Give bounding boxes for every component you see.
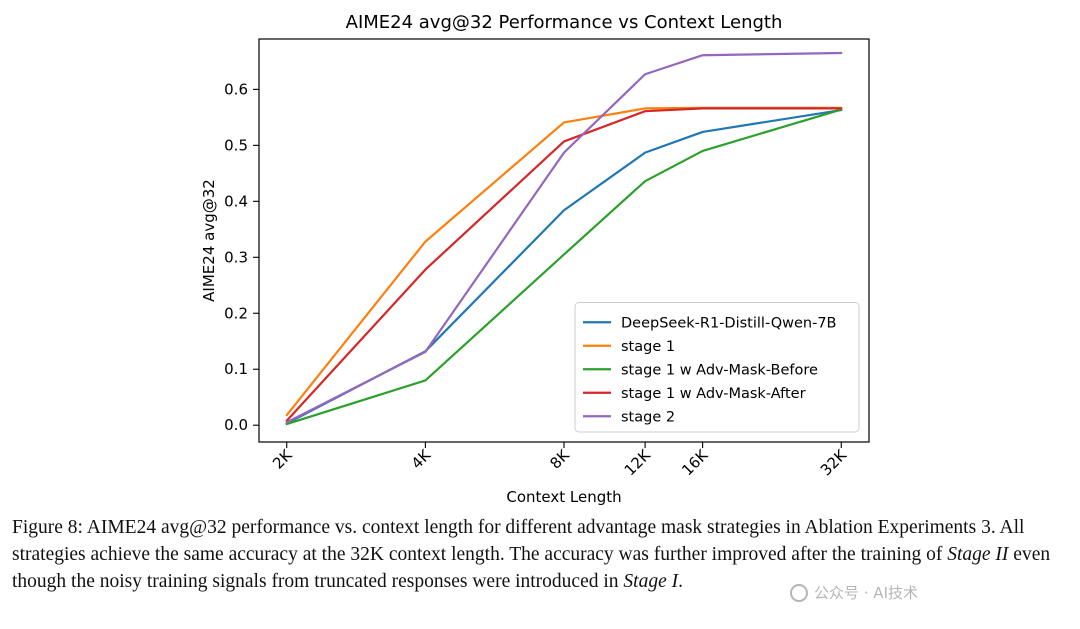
x-axis-label: Context Length — [506, 488, 621, 506]
y-tick-label: 0.6 — [224, 80, 248, 98]
legend-label-5: stage 2 — [621, 409, 675, 425]
x-tick-label: 32K — [817, 445, 851, 479]
y-tick-label: 0.4 — [224, 192, 248, 210]
y-tick-label: 0.1 — [224, 360, 248, 378]
y-tick-label: 0.5 — [224, 136, 248, 154]
legend-label-1: DeepSeek-R1-Distill-Qwen-7B — [621, 315, 837, 331]
x-tick-label: 12K — [621, 445, 655, 479]
series-line-3 — [285, 108, 843, 426]
legend-box — [574, 302, 860, 433]
caption-text-part-3: . — [678, 571, 683, 592]
caption-text-part-2: even though the noisy training signals f… — [12, 544, 1051, 592]
caption-stage-1: Stage I — [623, 571, 679, 592]
series-line-4 — [285, 107, 843, 422]
series-line-5 — [285, 51, 843, 424]
legend-label-3: stage 1 w Adv-Mask-Before — [621, 362, 818, 378]
watermark: 公众号 · AI技术 — [790, 582, 918, 603]
watermark-text: 公众号 · AI技术 — [814, 584, 918, 602]
wechat-icon — [790, 583, 808, 602]
chart-title: AIME24 avg@32 Performance vs Context Len… — [346, 12, 783, 33]
y-axis-label: AIME24 avg@32 — [200, 179, 218, 302]
chart-container: AIME24 avg@32 Performance vs Context Len… — [200, 12, 870, 506]
line-chart: AIME24 avg@32 Performance vs Context Len… — [200, 12, 870, 506]
legend-label-4: stage 1 w Adv-Mask-After — [621, 386, 806, 402]
y-tick-label: 0.2 — [224, 304, 248, 322]
x-tick-label: 8K — [546, 445, 573, 472]
y-tick-label: 0.0 — [224, 416, 248, 434]
caption-figure-label: Figure 8: — [12, 517, 83, 538]
x-tick-label: 2K — [269, 445, 296, 472]
x-tick-label: 16K — [678, 445, 712, 479]
figure-caption: Figure 8: AIME24 avg@32 performance vs. … — [12, 514, 1072, 595]
x-tick-label: 4K — [408, 445, 435, 472]
legend-label-2: stage 1 — [621, 339, 675, 355]
y-tick-label: 0.3 — [224, 248, 248, 266]
caption-stage-2: Stage II — [947, 544, 1009, 565]
caption-text-part-1: AIME24 avg@32 performance vs. context le… — [12, 517, 1025, 565]
